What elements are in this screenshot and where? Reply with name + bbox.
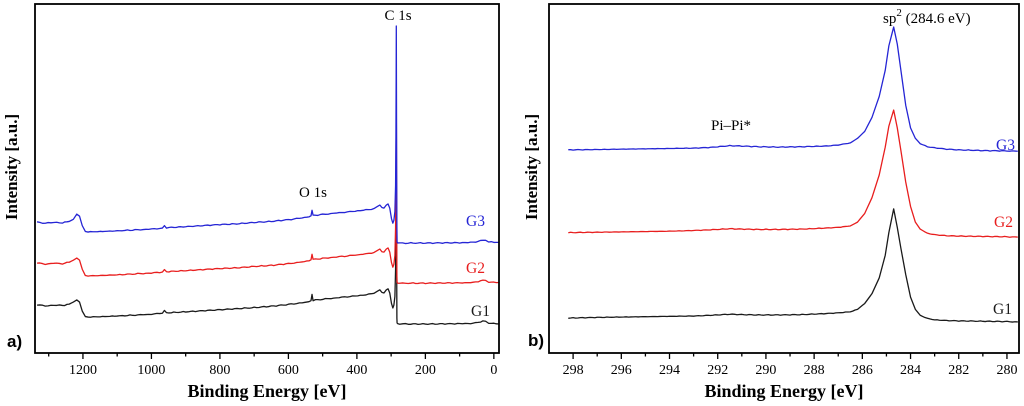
- series-g3-curve-b: [568, 26, 1018, 152]
- panel-letter-b: b): [528, 331, 544, 350]
- panel-a-curves: [36, 25, 500, 326]
- x-axis-title-a: Binding Energy [eV]: [187, 381, 346, 401]
- x-tick-label: 296: [611, 363, 632, 378]
- series-label-g1-a: G1: [471, 303, 490, 320]
- x-tick-label: 292: [707, 363, 728, 378]
- y-axis-title-a: Intensity [a.u.]: [2, 114, 21, 220]
- x-tick-label: 280: [996, 363, 1017, 378]
- x-tick-label: 282: [948, 363, 969, 378]
- panel-a-x-ticks: 1200 1000 800 600 400 200 0: [48, 353, 497, 378]
- panel-a: 1200 1000 800 600 400 200 0 Binding Energy [eV…: [2, 3, 500, 401]
- series-label-g2-b: G2: [994, 214, 1013, 231]
- x-tick-label: 290: [755, 363, 776, 378]
- sp2-label-base: sp: [883, 11, 896, 27]
- series-label-g1-b: G1: [993, 301, 1012, 318]
- x-tick-label: 800: [209, 363, 230, 378]
- sp2-label-sup: 2: [896, 7, 902, 19]
- x-axis-title-b: Binding Energy [eV]: [704, 381, 863, 401]
- panel-b-curves: [568, 26, 1018, 323]
- x-tick-label: 200: [415, 363, 436, 378]
- x-tick-label: 0: [490, 363, 497, 378]
- x-tick-label: 400: [346, 363, 367, 378]
- series-g3-curve-a: [36, 25, 500, 245]
- pi-pi-star-label: Pi–Pi*: [711, 118, 751, 134]
- x-tick-label: 288: [804, 363, 825, 378]
- series-g2-curve-b: [568, 109, 1018, 238]
- series-g1-curve-b: [568, 208, 1018, 323]
- x-tick-label: 284: [900, 363, 921, 378]
- panel-b: 298 296 294 292 290 288 286 284 282 280 Binding E…: [522, 3, 1020, 401]
- series-label-g2-a: G2: [466, 260, 485, 277]
- x-tick-label: 1000: [137, 363, 165, 378]
- series-label-g3-b: G3: [996, 137, 1015, 154]
- series-g2-curve-a: [37, 101, 500, 285]
- x-tick-label: 1200: [69, 363, 97, 378]
- panel-b-x-ticks: 298 296 294 292 290 288 286 284 282 280: [563, 353, 1017, 378]
- series-label-g3-a: G3: [466, 213, 485, 230]
- x-tick-label: 286: [852, 363, 873, 378]
- series-g1-curve-a: [37, 149, 500, 326]
- x-tick-label: 600: [278, 363, 299, 378]
- panel-b-frame: [548, 3, 1020, 354]
- c1s-peak-label: C 1s: [384, 8, 411, 24]
- x-tick-label: 294: [659, 363, 680, 378]
- o1s-peak-label: O 1s: [299, 185, 327, 201]
- panel-a-frame: [34, 3, 500, 354]
- sp2-peak-label: sp2 (284.6 eV): [883, 7, 971, 27]
- panel-letter-a: a): [7, 332, 22, 351]
- y-axis-title-b: Intensity [a.u.]: [522, 114, 541, 220]
- x-tick-label: 298: [563, 363, 584, 378]
- sp2-label-rest: (284.6 eV): [902, 11, 971, 27]
